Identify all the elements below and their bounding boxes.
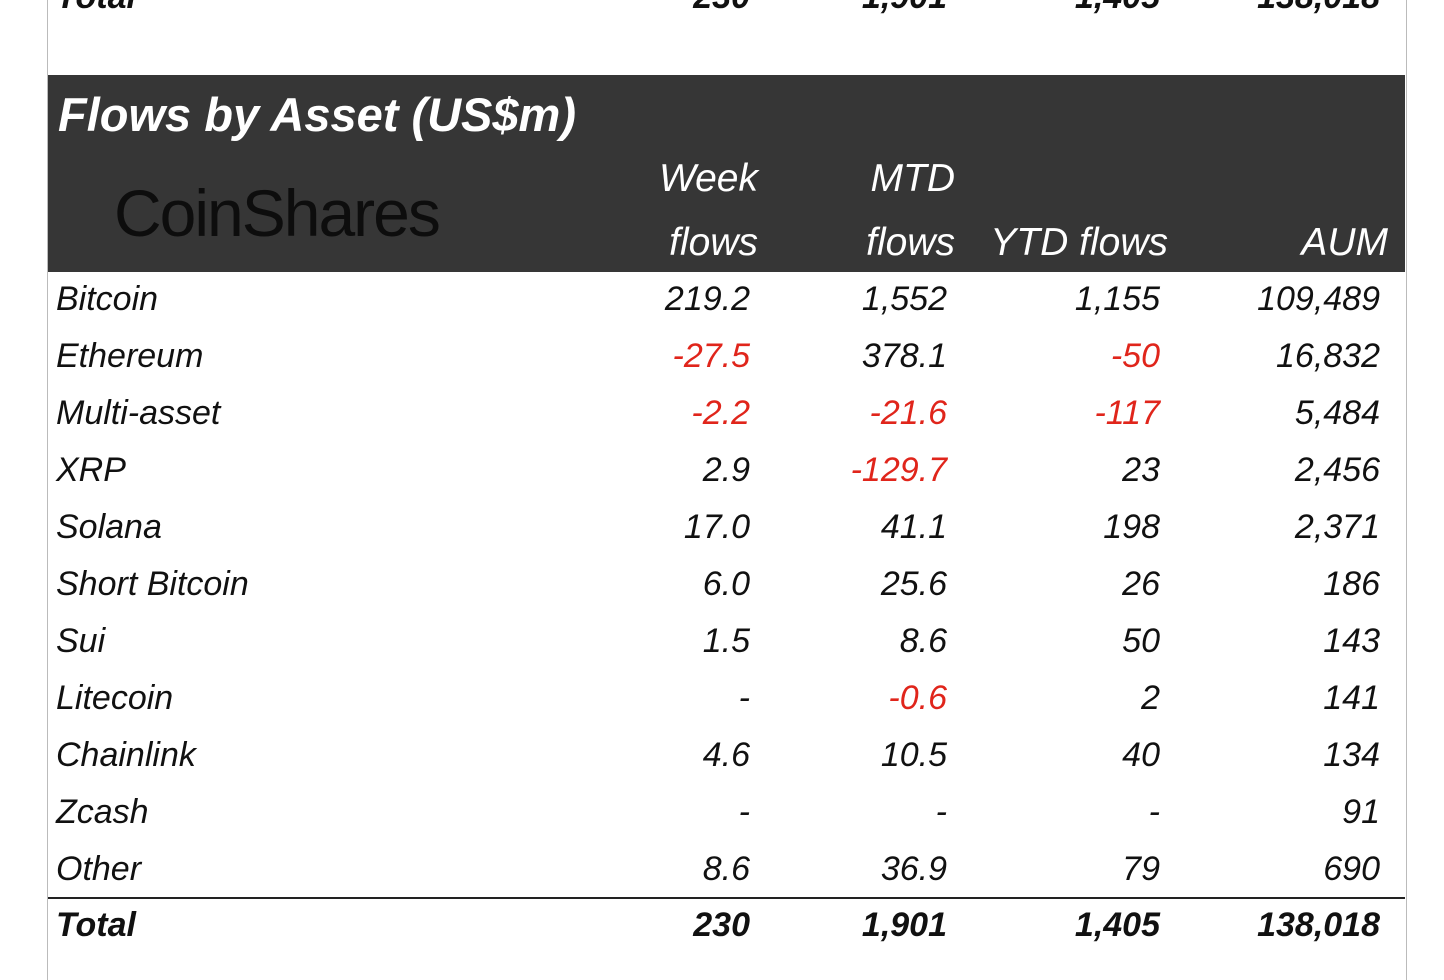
- aum-value: 186: [1323, 565, 1380, 603]
- previous-total-row: Total 230 1,901 1,405 138,018: [0, 0, 1444, 18]
- col-week-line1: Week: [659, 157, 758, 200]
- aum-value: 16,832: [1276, 337, 1380, 375]
- mtd-value: -0.6: [888, 679, 947, 717]
- ytd-value: 79: [1122, 850, 1160, 888]
- mtd-value: 378.1: [861, 337, 947, 375]
- week-value: -2.2: [691, 394, 750, 432]
- week-value: -27.5: [672, 337, 751, 375]
- ytd-value: 40: [1122, 736, 1160, 774]
- prev-total-ytd: 1,405: [960, 0, 1160, 17]
- mtd-value: 36.9: [880, 850, 947, 888]
- ytd-value: -: [1148, 793, 1160, 831]
- week-value: 6.0: [702, 565, 750, 603]
- asset-name: Bitcoin: [56, 280, 159, 318]
- asset-name: Ethereum: [56, 337, 204, 375]
- aum-value: 143: [1323, 622, 1380, 660]
- asset-name: Zcash: [56, 793, 149, 831]
- col-mtd-line2: flows: [866, 221, 955, 264]
- aum-value: 138,018: [1257, 906, 1380, 944]
- table-title: Flows by Asset (US$m): [58, 88, 576, 141]
- ytd-value: -50: [1110, 337, 1160, 375]
- asset-name: Litecoin: [56, 679, 174, 717]
- aum-value: 5,484: [1294, 394, 1380, 432]
- ytd-value: 198: [1103, 508, 1160, 546]
- mtd-value: 41.1: [880, 508, 947, 546]
- coinshares-logo: CoinShares: [114, 176, 441, 250]
- col-mtd-line1: MTD: [870, 157, 955, 200]
- week-value: 17.0: [683, 508, 750, 546]
- asset-name: Solana: [56, 508, 162, 546]
- ytd-value: 1,405: [1074, 906, 1160, 944]
- aum-value: 2,456: [1294, 451, 1380, 489]
- week-value: 8.6: [702, 850, 750, 888]
- ytd-value: 2: [1141, 679, 1160, 717]
- prev-total-aum: 138,018: [1180, 0, 1380, 17]
- aum-value: 109,489: [1257, 280, 1380, 318]
- ytd-value: -117: [1094, 394, 1160, 432]
- asset-name: Short Bitcoin: [56, 565, 249, 603]
- mtd-value: 1,552: [861, 280, 947, 318]
- prev-total-label: Total: [56, 0, 136, 17]
- ytd-value: 23: [1122, 451, 1160, 489]
- week-value: 230: [693, 906, 750, 944]
- ytd-value: 1,155: [1074, 280, 1160, 318]
- week-value: 4.6: [702, 736, 750, 774]
- mtd-value: 1,901: [861, 906, 947, 944]
- mtd-value: -129.7: [850, 451, 947, 489]
- week-value: -: [738, 793, 750, 831]
- total-divider: [48, 897, 1405, 899]
- aum-value: 91: [1342, 793, 1380, 831]
- prev-total-week: 230: [550, 0, 750, 17]
- aum-value: 2,371: [1294, 508, 1380, 546]
- asset-name: Chainlink: [56, 736, 196, 774]
- aum-value: 141: [1323, 679, 1380, 717]
- prev-total-mtd: 1,901: [747, 0, 947, 17]
- col-ytd: YTD flows: [990, 221, 1168, 264]
- mtd-value: -: [935, 793, 947, 831]
- mtd-value: 25.6: [880, 565, 947, 603]
- mtd-value: 10.5: [880, 736, 947, 774]
- week-value: 219.2: [664, 280, 750, 318]
- week-value: 1.5: [702, 622, 750, 660]
- asset-name: Other: [56, 850, 142, 888]
- aum-value: 690: [1323, 850, 1380, 888]
- asset-name: Total: [56, 906, 136, 944]
- mtd-value: -21.6: [869, 394, 948, 432]
- table-frame: [47, 0, 1407, 980]
- ytd-value: 50: [1122, 622, 1160, 660]
- mtd-value: 8.6: [899, 622, 947, 660]
- asset-name: Sui: [56, 622, 106, 660]
- table-header: Flows by Asset (US$m) CoinShares Week fl…: [48, 75, 1405, 272]
- week-value: -: [738, 679, 750, 717]
- ytd-value: 26: [1122, 565, 1160, 603]
- asset-name: Multi-asset: [56, 394, 221, 432]
- col-aum: AUM: [1301, 221, 1388, 264]
- col-week-line2: flows: [669, 221, 758, 264]
- week-value: 2.9: [702, 451, 750, 489]
- asset-name: XRP: [56, 451, 126, 489]
- aum-value: 134: [1323, 736, 1380, 774]
